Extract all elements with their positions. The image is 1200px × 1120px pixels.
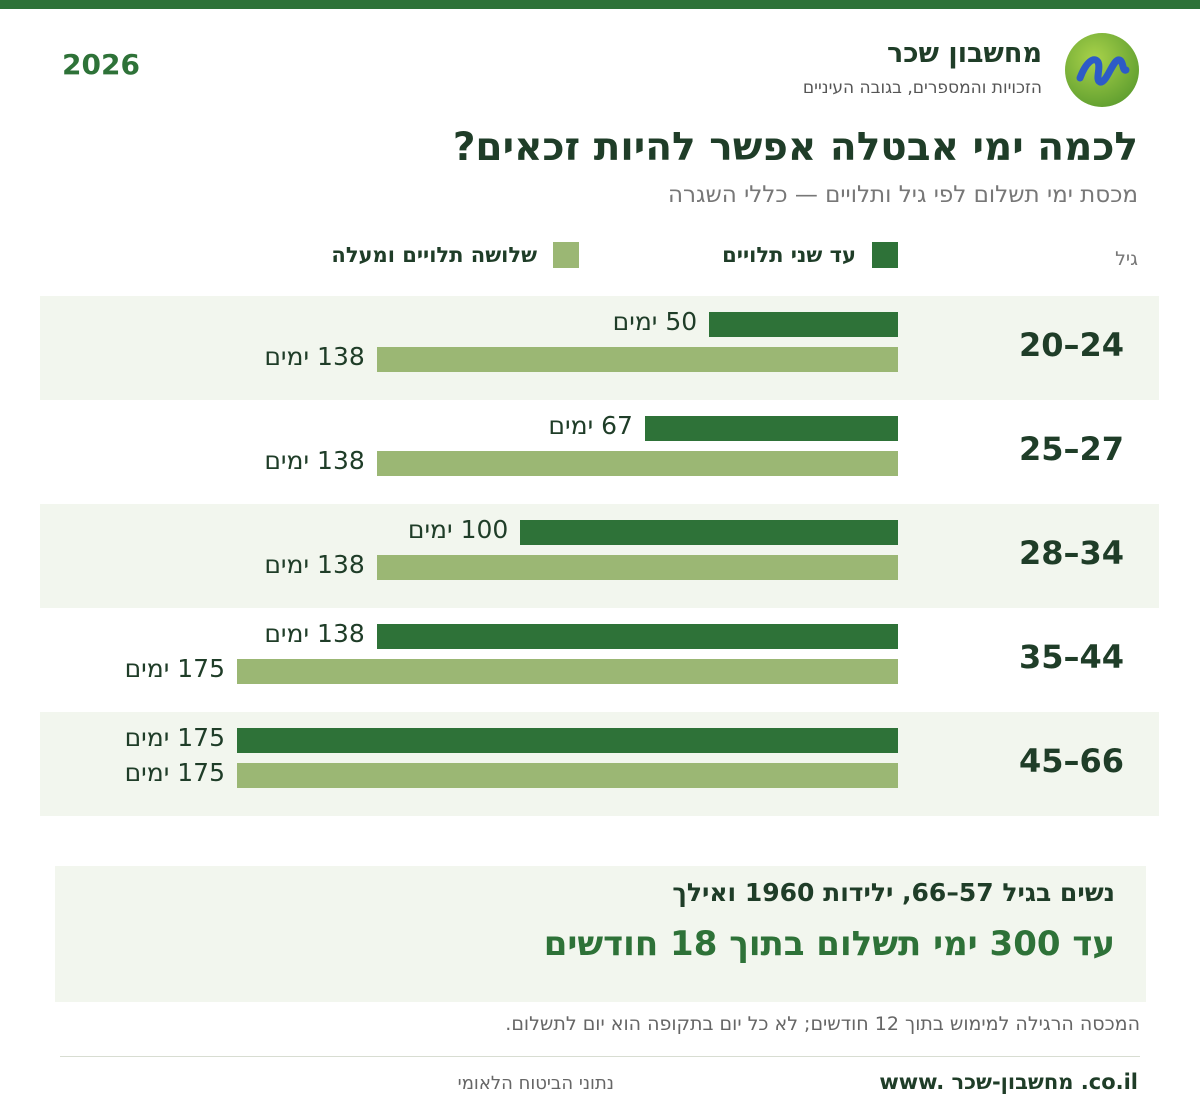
bar-series-1 <box>237 728 898 753</box>
legend-item-series-2: שלושה תלויים ומעלה <box>331 240 579 270</box>
age-category-label: 35–44 <box>1018 638 1124 676</box>
footnote: המכסה הרגילה למימוש בתוך 12 חודשים; לא כ… <box>505 1013 1140 1035</box>
bar-value-label: 175 ימים <box>124 723 225 752</box>
year-label: 2026 <box>62 48 140 81</box>
note-box <box>55 866 1146 1002</box>
page-subtitle: מכסת ימי תשלום לפי גיל ותלויים — כללי הש… <box>667 182 1138 208</box>
brand-name: מחשבון שכר <box>887 38 1042 69</box>
age-category-label: 45–66 <box>1018 742 1124 780</box>
legend-label-series-2: שלושה תלויים ומעלה <box>331 243 537 267</box>
age-category-label: 28–34 <box>1018 534 1124 572</box>
note-condition: נשים בגיל 57–66, ילידות 1960 ואילך <box>672 878 1115 907</box>
bar-series-2 <box>376 451 898 476</box>
data-source: נתוני הביטוח הלאומי <box>457 1073 614 1094</box>
bar-series-1 <box>520 520 898 545</box>
age-axis-label: גיל <box>1115 248 1138 270</box>
site-url: www. מחשבון-שכר .co.il <box>879 1070 1138 1094</box>
bar-value-label: 175 ימים <box>124 758 225 787</box>
legend-swatch-dark <box>872 242 898 268</box>
brand-tagline: הזכויות והמספרים, בגובה העיניים <box>802 78 1042 98</box>
footer-divider <box>60 1056 1140 1057</box>
legend-item-series-1: עד שני תלויים <box>722 240 898 270</box>
bar-series-2 <box>376 347 898 372</box>
age-category-label: 25–27 <box>1018 430 1124 468</box>
bar-value-label: 138 ימים <box>264 342 365 371</box>
bar-series-1 <box>376 624 898 649</box>
bar-value-label: 138 ימים <box>264 550 365 579</box>
bar-value-label: 50 ימים <box>612 307 698 336</box>
bar-value-label: 138 ימים <box>264 446 365 475</box>
bar-value-label: 175 ימים <box>124 654 225 683</box>
page-title: לכמה ימי אבטלה אפשר להיות זכאים? <box>452 125 1138 170</box>
age-category-label: 20–24 <box>1018 326 1124 364</box>
note-highlight: עד 300 ימי תשלום בתוך 18 חודשים <box>543 924 1115 964</box>
bar-value-label: 138 ימים <box>264 619 365 648</box>
bar-value-label: 100 ימים <box>407 515 509 544</box>
legend-swatch-light <box>553 242 579 268</box>
w-wave-logo-icon <box>1065 33 1139 107</box>
bar-series-2 <box>376 555 898 580</box>
bar-series-1 <box>644 416 898 441</box>
bar-series-1 <box>709 312 898 337</box>
bar-series-2 <box>237 659 898 684</box>
legend-label-series-1: עד שני תלויים <box>722 243 856 267</box>
top-accent-bar <box>0 0 1200 9</box>
bar-series-2 <box>237 763 898 788</box>
bar-value-label: 67 ימים <box>548 411 633 440</box>
